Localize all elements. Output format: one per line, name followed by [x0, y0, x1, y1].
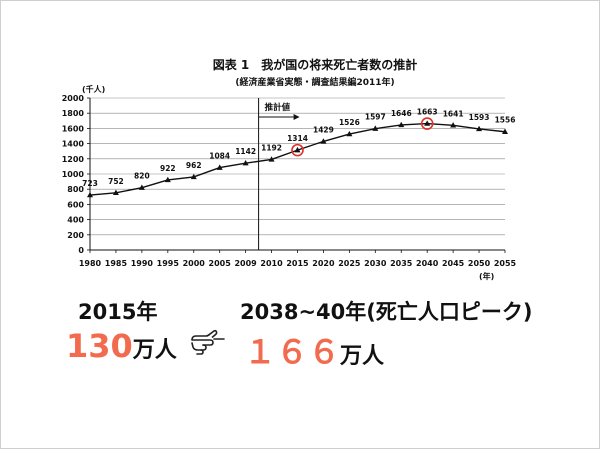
grid-lines	[90, 97, 505, 236]
x-tick-labels: 1980 1985 1990 1995 2000 2005 2009 2010 2015 2020…	[79, 259, 517, 268]
x-tick-label: 2015	[286, 259, 309, 268]
x-tick-label: 2055	[494, 259, 517, 268]
data-point	[372, 125, 379, 131]
data-label: 1084	[209, 152, 230, 161]
chart-subtitle: (経済産業省実態・調査結果編2011年)	[235, 76, 394, 88]
axes	[87, 97, 506, 253]
left-value: 130	[66, 327, 133, 365]
data-label: 1593	[469, 113, 490, 122]
x-tick-label: 2030	[364, 259, 387, 268]
data-point	[216, 164, 223, 170]
x-tick-label: 1995	[157, 259, 180, 268]
x-tick-label: 2020	[312, 259, 335, 268]
data-label: 1429	[313, 125, 334, 134]
right-value-block: １６６万人	[244, 327, 384, 373]
data-label: 1646	[391, 109, 412, 118]
right-unit: 万人	[340, 344, 385, 369]
x-tick-label: 2009	[234, 259, 257, 268]
left-unit: 万人	[132, 338, 177, 363]
data-labels: 723 752 820 922 962 1084 1142 1192 1314 1429 1526 1…	[82, 108, 515, 188]
data-point	[450, 122, 457, 128]
data-label: 1526	[339, 118, 360, 127]
projection-marker: 推計値	[258, 98, 300, 250]
y-tick-labels: 0 200 400 600 800 1000 1200 1400 1600 1800 2000	[62, 94, 85, 255]
data-point	[398, 121, 405, 128]
y-tick-label: 200	[67, 231, 84, 240]
data-label: 820	[134, 172, 150, 181]
data-point	[502, 128, 508, 134]
left-value-block: 130万人	[66, 327, 177, 365]
pointing-hand-icon	[191, 329, 225, 355]
x-tick-label: 1985	[105, 259, 128, 268]
x-tick-label: 2005	[209, 259, 232, 268]
right-value: １６６	[244, 333, 341, 371]
y-tick-label: 1800	[62, 109, 85, 118]
y-tick-label: 1200	[62, 155, 85, 164]
series-deaths	[87, 117, 508, 198]
data-point	[294, 146, 301, 153]
y-tick-label: 0	[78, 246, 84, 255]
y-axis-unit: (千人)	[82, 84, 105, 94]
highlight-circle	[420, 117, 434, 130]
data-label: 922	[160, 164, 176, 173]
y-tick-label: 1400	[62, 140, 85, 149]
data-label: 962	[186, 161, 202, 170]
data-point	[320, 138, 327, 144]
x-tick-label: 2000	[183, 259, 206, 268]
data-point	[424, 120, 431, 126]
data-point	[164, 176, 171, 183]
data-point	[268, 156, 275, 162]
projection-label: 推計値	[265, 102, 291, 113]
data-point	[87, 191, 93, 198]
x-tick-label: 2025	[338, 259, 361, 268]
death-projection-chart: 図表 1 我が国の将来死亡者数の推計 (経済産業省実態・調査結果編2011年) …	[62, 57, 517, 281]
data-point	[190, 173, 197, 180]
y-tick-label: 2000	[62, 94, 85, 103]
data-point	[346, 130, 353, 137]
x-tick-label: 2045	[442, 259, 465, 268]
y-tick-label: 1000	[62, 170, 85, 179]
y-tick-label: 1600	[62, 124, 85, 133]
y-tick-label: 800	[67, 185, 84, 194]
x-tick-label: 2050	[468, 259, 491, 268]
data-label: 1556	[495, 116, 516, 125]
data-label: 752	[108, 177, 124, 186]
data-point	[138, 184, 145, 190]
data-label: 723	[82, 179, 98, 188]
data-label: 1597	[365, 113, 386, 122]
left-year-label: 2015年	[78, 300, 158, 324]
right-heading: 2038~40年(死亡人口ピーク)	[240, 300, 533, 324]
data-label: 1663	[417, 108, 438, 117]
projection-arrow-head	[293, 114, 300, 120]
y-tick-label: 400	[67, 216, 84, 225]
data-label: 1142	[235, 147, 256, 156]
data-label: 1314	[287, 134, 308, 143]
data-point	[242, 160, 249, 166]
highlight-circle	[291, 143, 304, 157]
y-tick-label: 600	[67, 200, 84, 209]
x-axis-unit: (年)	[479, 271, 494, 281]
data-label: 1641	[443, 109, 464, 118]
x-tick-label: 2035	[390, 259, 413, 268]
data-point	[476, 125, 483, 132]
data-label: 1192	[261, 143, 282, 152]
x-tick-label: 2040	[416, 259, 439, 268]
chart-title: 図表 1 我が国の将来死亡者数の推計	[213, 57, 418, 72]
x-tick-label: 2010	[260, 259, 283, 268]
x-tick-label: 1990	[131, 259, 154, 268]
data-point	[112, 189, 119, 196]
x-tick-label: 1980	[79, 259, 102, 268]
